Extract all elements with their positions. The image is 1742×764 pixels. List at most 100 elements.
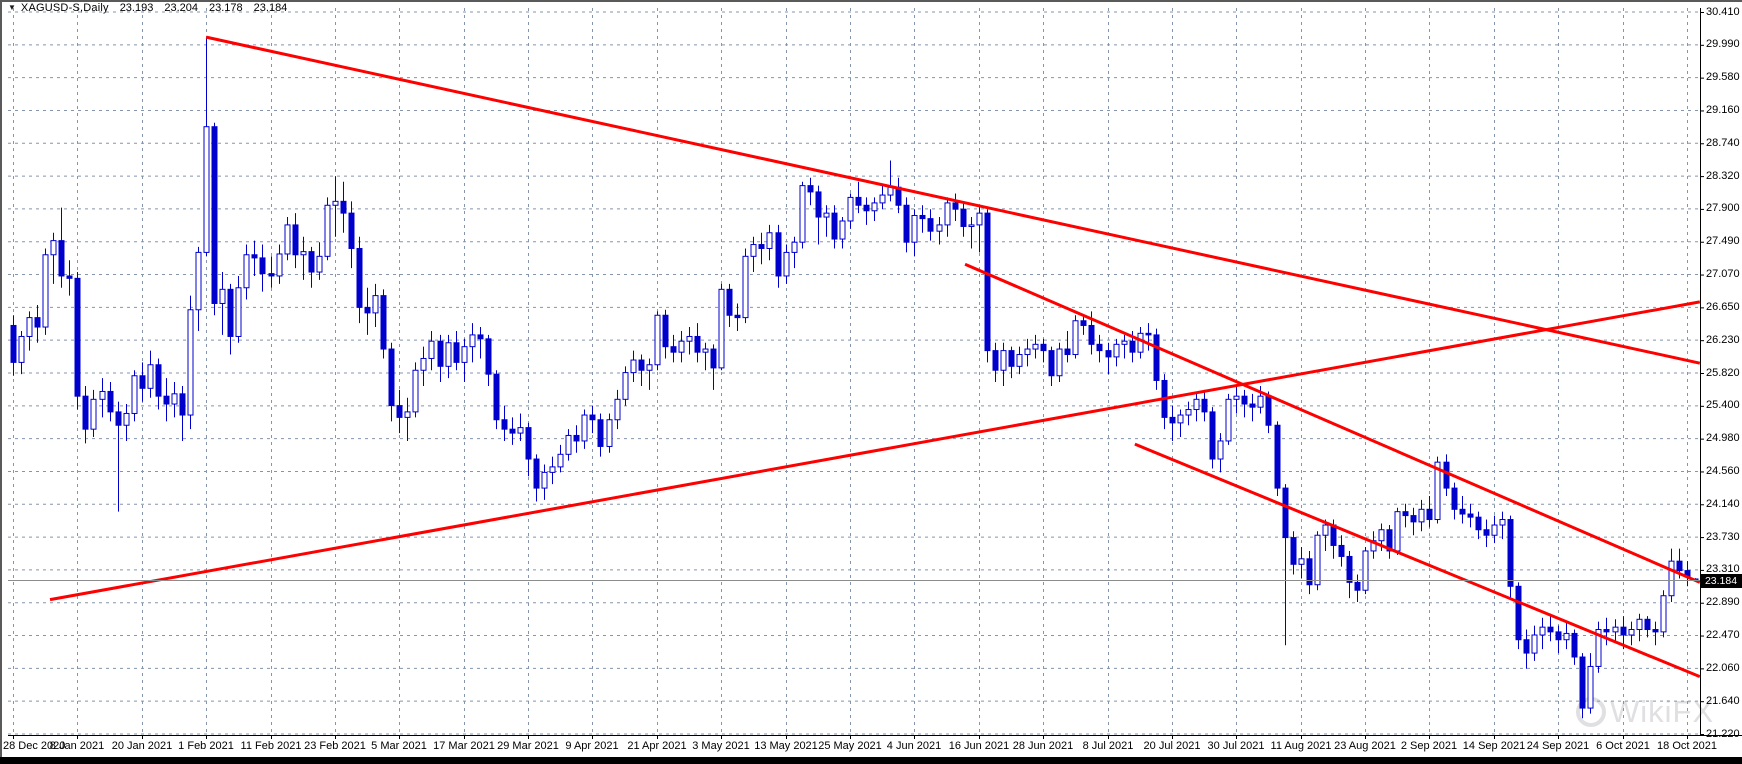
- quote-open: 23.193: [119, 2, 154, 14]
- candle-bullish: [243, 254, 250, 289]
- candle-bullish: [517, 427, 524, 434]
- date-tick-label: 11 Feb 2021: [240, 740, 302, 752]
- candle-bullish: [90, 398, 97, 430]
- price-tick-label: 26.650: [1706, 300, 1740, 313]
- candle-bullish: [968, 224, 975, 227]
- price-tick-label: 26.230: [1706, 333, 1740, 346]
- candle-bearish: [453, 342, 460, 363]
- candle-bullish: [1225, 398, 1232, 442]
- candle-bearish: [710, 348, 717, 369]
- candle-bullish: [420, 357, 427, 371]
- candle-bullish: [630, 359, 637, 374]
- candle-bearish: [388, 348, 395, 407]
- candle-bearish: [1008, 350, 1015, 367]
- candle-bearish: [1306, 558, 1313, 586]
- price-tick-label: 25.820: [1706, 366, 1740, 379]
- candle-bullish: [284, 224, 291, 255]
- candle-bullish: [1032, 343, 1039, 350]
- trendline-ascending-support-long[interactable]: [49, 300, 1701, 602]
- candle-bearish: [501, 419, 508, 430]
- candle-bearish: [66, 275, 73, 279]
- candle-bearish: [268, 273, 275, 277]
- candle-bullish: [1531, 634, 1538, 654]
- candle-bearish: [1040, 343, 1047, 352]
- trendline-descending-channel-upper[interactable]: [964, 262, 1701, 584]
- candle-bullish: [195, 251, 202, 311]
- date-tick-label: 17 Mar 2021: [433, 740, 495, 752]
- price-tick-label: 21.220: [1706, 727, 1740, 740]
- candle-bullish: [1378, 529, 1385, 542]
- date-tick-label: 16 Jun 2021: [948, 740, 1010, 752]
- price-tick-label: 21.640: [1706, 694, 1740, 707]
- candle-bearish: [82, 395, 89, 430]
- price-tick-label: 27.900: [1706, 202, 1740, 215]
- symbol-dropdown-icon[interactable]: ▼: [8, 3, 16, 12]
- price-tick-label: 24.980: [1706, 432, 1740, 445]
- candle-bullish: [1394, 511, 1401, 552]
- candle-bearish: [775, 232, 782, 277]
- candle-bearish: [179, 393, 186, 416]
- candle-bullish: [1177, 414, 1184, 424]
- candle-bearish: [1064, 348, 1071, 356]
- current-price-tag: 23.184: [1700, 573, 1742, 588]
- candle-bullish: [1072, 320, 1079, 356]
- candle-bullish: [783, 251, 790, 277]
- candle-bullish: [1314, 534, 1321, 586]
- price-tick-label: 25.400: [1706, 399, 1740, 412]
- candle-bullish: [123, 412, 130, 426]
- candle-bearish: [1523, 639, 1530, 654]
- date-tick-label: 20 Jan 2021: [111, 740, 173, 752]
- candle-bullish: [1193, 398, 1200, 411]
- candle-bearish: [1201, 398, 1208, 413]
- candle-bearish: [251, 254, 258, 259]
- candle-bearish: [1145, 332, 1152, 336]
- candle-bullish: [1000, 350, 1007, 371]
- candle-bullish: [1595, 629, 1602, 667]
- date-tick-label: 25 May 2021: [818, 740, 882, 752]
- candle-bearish: [139, 375, 146, 389]
- candle-bearish: [1644, 618, 1651, 631]
- candle-bullish: [1636, 618, 1643, 631]
- candle-bullish: [944, 202, 951, 226]
- date-tick-label: 23 Aug 2021: [1334, 740, 1396, 752]
- candle-bearish: [758, 244, 765, 249]
- candle-bearish: [1386, 529, 1393, 552]
- candle-bearish: [308, 251, 315, 273]
- candle-bullish: [686, 335, 693, 342]
- candle-bullish: [1362, 550, 1369, 591]
- candle-bearish: [1249, 403, 1256, 408]
- date-tick-label: 24 Sep 2021: [1526, 740, 1590, 752]
- candle-bullish: [203, 126, 210, 253]
- candle-bullish: [171, 393, 178, 405]
- price-tick-label: 22.890: [1706, 596, 1740, 609]
- trendline-descending-resistance-from-feb-spike[interactable]: [205, 35, 1701, 365]
- candle-bearish: [509, 428, 516, 434]
- candle-bullish: [412, 369, 419, 413]
- date-tick-label: 18 Oct 2021: [1657, 740, 1717, 752]
- candle-bullish: [461, 346, 468, 363]
- candle-bullish: [50, 240, 57, 256]
- candle-bearish: [1467, 513, 1474, 518]
- candle-bearish: [1402, 511, 1409, 517]
- candle-bullish: [541, 471, 548, 489]
- candle-bearish: [356, 247, 363, 308]
- candle-bullish: [1024, 348, 1031, 356]
- date-tick-label: 6 Oct 2021: [1596, 740, 1650, 752]
- candle-bearish: [1241, 395, 1248, 405]
- candle-bearish: [1088, 324, 1095, 345]
- candle-bearish: [1579, 656, 1586, 709]
- candle-bullish: [300, 251, 307, 256]
- date-tick-label: 3 May 2021: [692, 740, 750, 752]
- candle-bullish: [702, 348, 709, 353]
- candle-bullish: [219, 288, 226, 304]
- candle-bearish: [662, 314, 669, 348]
- date-tick-label: 1 Feb 2021: [178, 740, 234, 752]
- trendline-descending-channel-lower[interactable]: [1134, 442, 1701, 679]
- date-tick-label: 8 Jan 2021: [49, 740, 105, 752]
- candle-bearish: [1603, 629, 1610, 633]
- candle-bullish: [1322, 524, 1329, 536]
- candle-bearish: [1338, 544, 1345, 557]
- date-tick-label: 29 Mar 2021: [497, 740, 559, 752]
